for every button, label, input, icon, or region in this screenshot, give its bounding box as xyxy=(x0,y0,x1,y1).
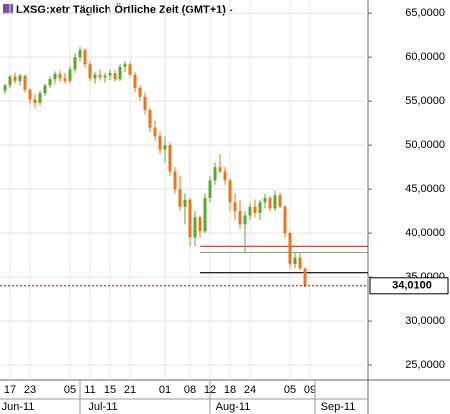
candle-body xyxy=(8,76,12,86)
candle-body xyxy=(203,197,207,232)
candle-body xyxy=(228,180,232,203)
candle-body xyxy=(208,180,212,198)
y-tick-label: 30,0000 xyxy=(405,315,445,327)
candle-body xyxy=(68,69,72,81)
month-label: Jul-11 xyxy=(88,401,117,413)
candle-body xyxy=(163,145,167,150)
candle-body xyxy=(263,197,267,203)
candle-body xyxy=(33,99,37,103)
candle-body xyxy=(143,96,147,110)
candle-body xyxy=(3,85,7,91)
candle-body xyxy=(113,73,117,80)
x-tick-label: 05 xyxy=(284,384,296,396)
candle-body xyxy=(63,78,67,81)
candle-body xyxy=(258,202,262,213)
y-tick-label: 55,0000 xyxy=(405,95,445,107)
candle-body xyxy=(173,171,177,190)
candle-body xyxy=(23,75,27,90)
x-tick-label: 17 xyxy=(4,384,16,396)
candle-body xyxy=(158,136,162,150)
x-tick-label: 01 xyxy=(159,384,171,396)
candle-body xyxy=(108,73,112,76)
candle-body xyxy=(198,217,202,232)
candle-body xyxy=(93,74,97,79)
candle-body xyxy=(168,145,172,172)
candle-body xyxy=(248,206,252,216)
candle-body xyxy=(288,233,292,264)
candle-body xyxy=(123,64,127,67)
candle-body xyxy=(138,87,142,97)
candle-body xyxy=(83,50,87,65)
y-tick-label: 50,0000 xyxy=(405,139,445,151)
x-tick-label: 08 xyxy=(184,384,196,396)
candle-body xyxy=(178,189,182,207)
candle-body xyxy=(38,93,42,103)
month-label: Aug-11 xyxy=(216,401,251,413)
candle-body xyxy=(28,89,32,100)
y-tick-label: 45,0000 xyxy=(405,183,445,195)
x-tick-label: 05 xyxy=(64,384,76,396)
month-label: Sep-11 xyxy=(321,401,356,413)
y-tick-label: 60,0000 xyxy=(405,51,445,63)
candle-body xyxy=(128,64,132,75)
x-tick-label: 23 xyxy=(24,384,36,396)
y-tick-label: 25,0000 xyxy=(405,359,445,371)
y-tick-label: 65,0000 xyxy=(405,7,445,19)
last-price-label: 34,0100 xyxy=(392,280,432,292)
candle-body xyxy=(218,167,222,172)
x-tick-label: 15 xyxy=(104,384,116,396)
candle-body xyxy=(238,211,242,225)
candle-body xyxy=(213,167,217,181)
candle-body xyxy=(103,75,107,78)
candle-body xyxy=(283,206,287,234)
candle-body xyxy=(53,73,57,80)
candle-body xyxy=(273,195,277,209)
candle-body xyxy=(133,74,137,88)
candle-body xyxy=(73,57,77,70)
candle-body xyxy=(303,268,307,286)
candle-body xyxy=(58,73,62,79)
candle-body xyxy=(13,76,17,81)
candle-body xyxy=(98,74,102,78)
x-tick-label: 24 xyxy=(244,384,256,396)
title-icon xyxy=(3,4,13,14)
candle-body xyxy=(233,202,237,212)
x-tick-label: 18 xyxy=(224,384,236,396)
candle-body xyxy=(278,195,282,207)
candle-body xyxy=(298,257,302,269)
candle-body xyxy=(48,79,52,86)
x-tick-label: 21 xyxy=(124,384,136,396)
candle-body xyxy=(88,64,92,79)
candle-body xyxy=(183,199,187,207)
candle-body xyxy=(268,197,272,209)
candle-body xyxy=(118,66,122,80)
candle-body xyxy=(253,206,257,213)
x-tick-label: 11 xyxy=(84,384,95,396)
month-label: Jun-11 xyxy=(2,401,35,413)
candle-body xyxy=(193,217,197,238)
candle-body xyxy=(18,75,22,81)
candle-body xyxy=(293,257,297,264)
candle-body xyxy=(153,127,157,137)
candle-body xyxy=(78,50,82,58)
candle-body xyxy=(243,215,247,225)
candle-body xyxy=(148,109,152,128)
candle-body xyxy=(223,171,227,181)
candle-body xyxy=(43,85,47,94)
chart-title: LXSG:xetr Täglich Örtliche Zeit (GMT+1) … xyxy=(16,3,233,16)
x-tick-label: 09 xyxy=(304,384,316,396)
y-tick-label: 40,0000 xyxy=(405,227,445,239)
candle-body xyxy=(188,199,192,238)
last-price-box xyxy=(369,277,449,295)
